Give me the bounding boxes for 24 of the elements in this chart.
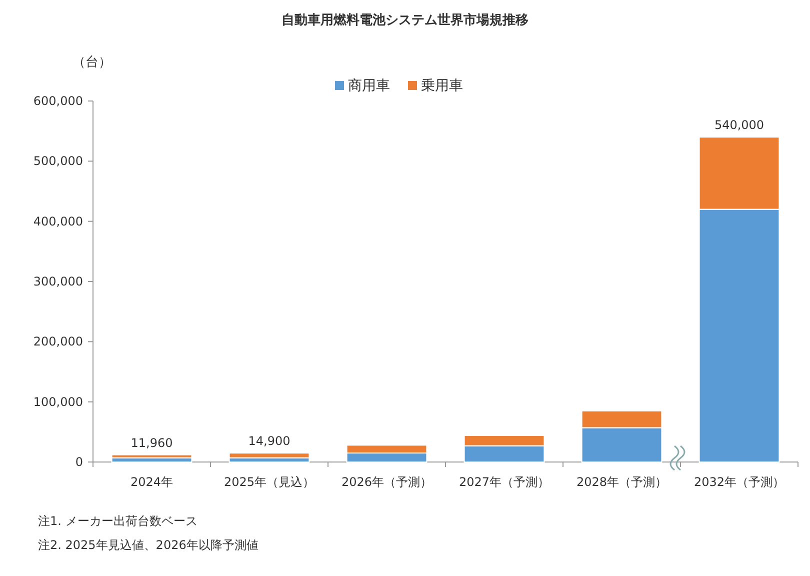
- y-axis-title: （台）: [72, 55, 112, 70]
- x-tick-label: 2024年: [130, 475, 174, 489]
- bar: [228, 452, 310, 458]
- y-tick-label: 100,000: [33, 394, 83, 409]
- text: 注1. メーカー出荷台数ベース: [38, 514, 198, 528]
- y-tick-label: 300,000: [33, 274, 83, 288]
- y-tick-label: 600,000: [33, 94, 83, 108]
- legend-label: 商用車: [348, 78, 390, 94]
- x-tick-label: 2032年（予測）: [694, 475, 785, 489]
- x-tick-label: 2026年（予測）: [341, 475, 432, 489]
- total-label: 14,900: [248, 434, 290, 448]
- x-tick-label: 2028年（予測）: [576, 475, 668, 489]
- x-tick-label: 2027年（予測）: [458, 475, 550, 489]
- text: 注2. 2025年見込値、2026年以降予測値: [38, 538, 258, 552]
- legend-label: 乗用車: [421, 78, 463, 94]
- y-tick-label: 400,000: [33, 214, 83, 228]
- y-tick-label: 0: [75, 455, 83, 469]
- chart-title: 自動車用燃料電池システム世界市場規推移: [282, 12, 528, 28]
- y-tick-label: 500,000: [33, 154, 83, 168]
- x-tick-label: 2025年（見込）: [224, 475, 315, 489]
- y-tick-label: 200,000: [33, 334, 83, 349]
- total-label: 540,000: [714, 118, 764, 132]
- bar: [111, 454, 192, 458]
- total-label: 11,960: [130, 436, 173, 450]
